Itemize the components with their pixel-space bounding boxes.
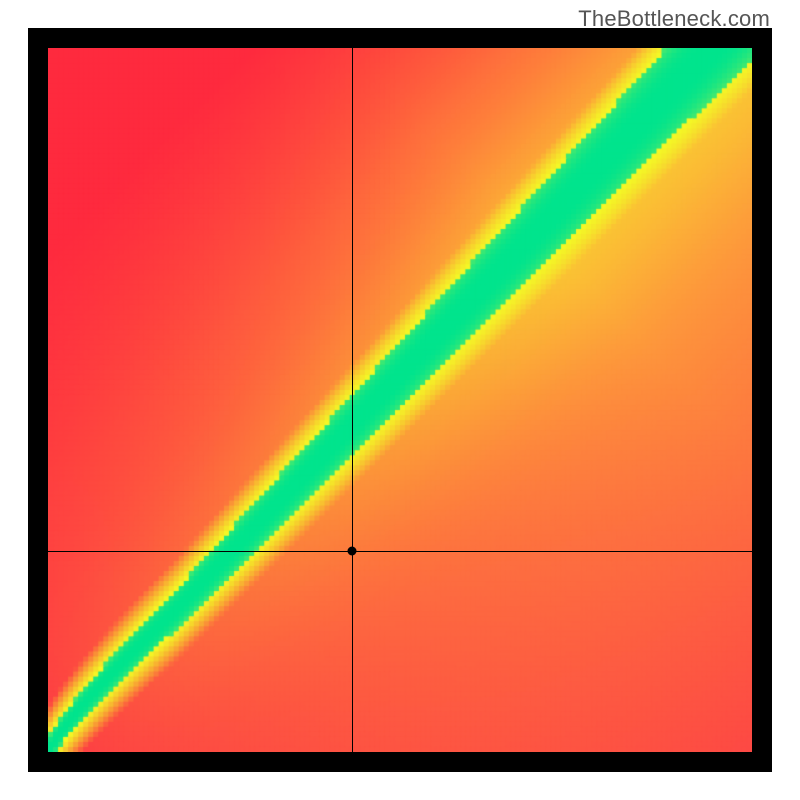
crosshair-dot (348, 547, 357, 556)
chart-container: TheBottleneck.com (0, 0, 800, 800)
crosshair-horizontal (48, 551, 752, 552)
watermark-text: TheBottleneck.com (578, 6, 770, 32)
plot-frame (28, 28, 772, 772)
heatmap-canvas (48, 48, 752, 752)
crosshair-vertical (352, 48, 353, 752)
